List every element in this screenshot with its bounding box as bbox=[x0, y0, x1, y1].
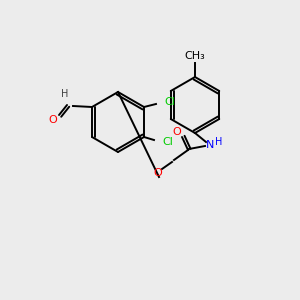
Text: CH₃: CH₃ bbox=[184, 51, 206, 61]
Text: Cl: Cl bbox=[164, 97, 175, 107]
Text: H: H bbox=[215, 137, 223, 147]
Text: H: H bbox=[61, 89, 69, 99]
Text: O: O bbox=[49, 115, 57, 125]
Text: O: O bbox=[172, 127, 182, 137]
Text: O: O bbox=[154, 168, 162, 178]
Text: Cl: Cl bbox=[163, 137, 173, 147]
Text: N: N bbox=[206, 140, 214, 150]
